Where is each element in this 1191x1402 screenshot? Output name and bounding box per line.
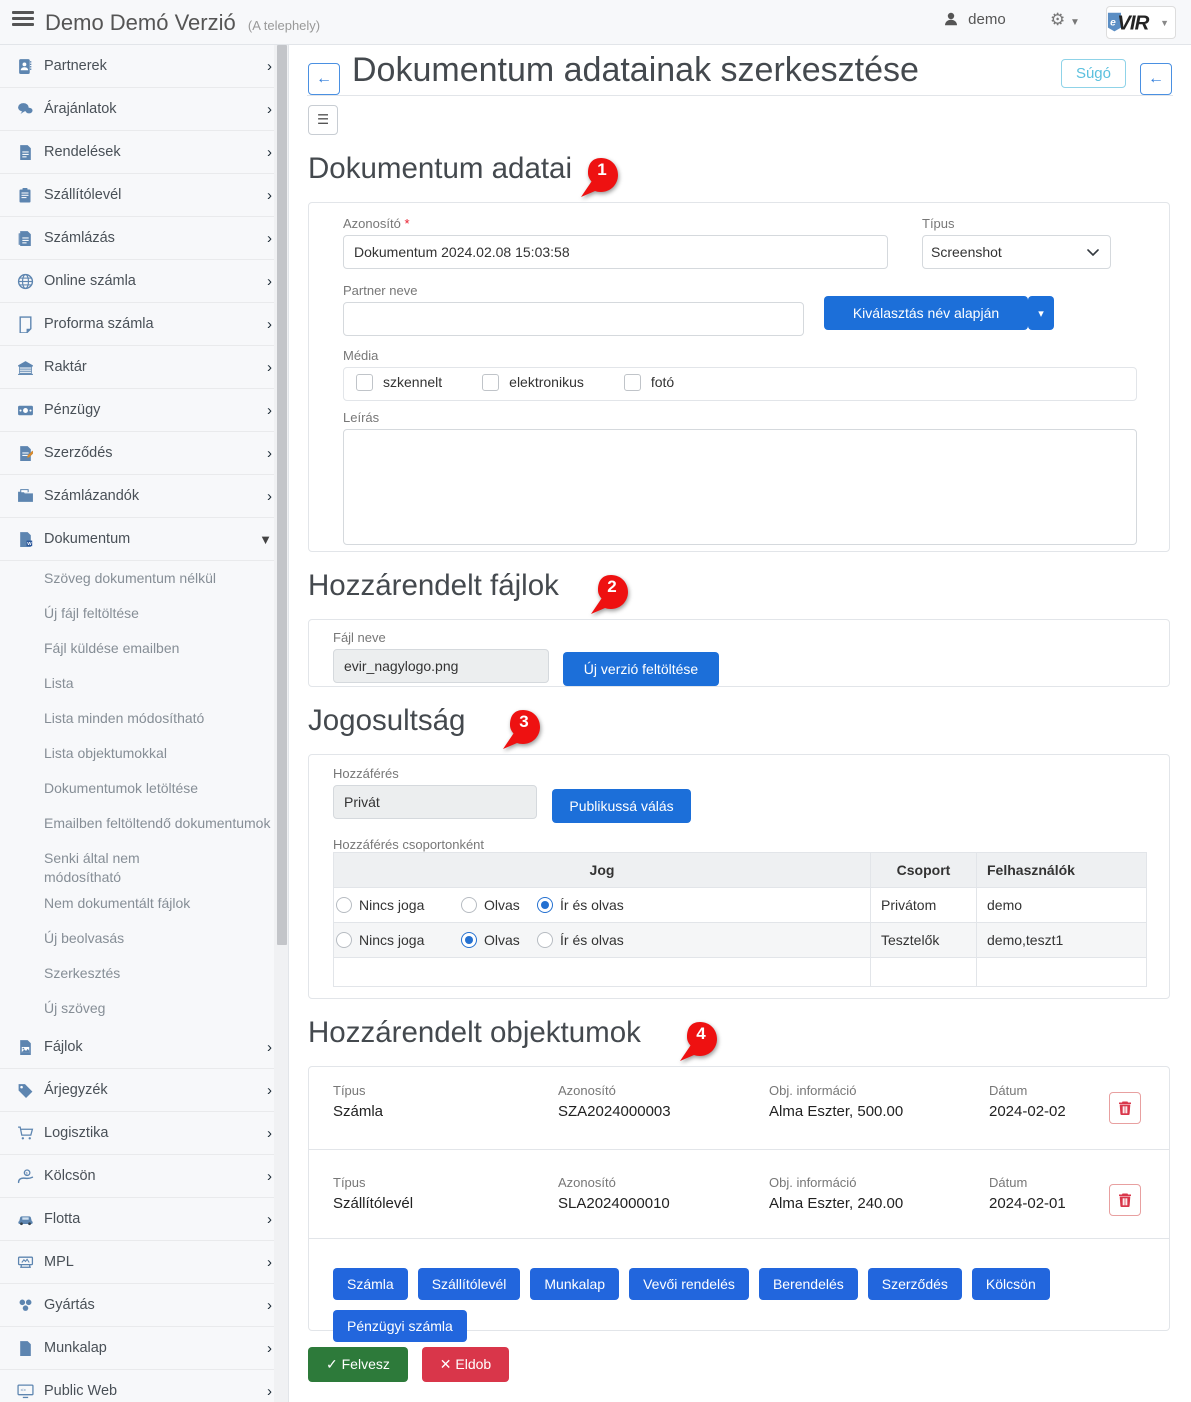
svg-text:W: W bbox=[27, 541, 32, 546]
svg-text:VIR: VIR bbox=[1117, 11, 1149, 34]
svg-text:<>: <> bbox=[20, 1387, 26, 1393]
svg-text:e: e bbox=[1110, 17, 1116, 28]
